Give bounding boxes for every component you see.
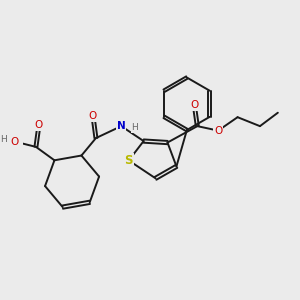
Text: N: N [117,121,126,131]
Text: O: O [89,111,97,121]
Text: S: S [124,154,133,167]
Text: O: O [11,136,19,146]
Text: O: O [35,120,43,130]
Text: H: H [0,135,7,144]
Text: O: O [214,126,222,136]
Text: O: O [190,100,199,110]
Text: H: H [131,123,138,132]
